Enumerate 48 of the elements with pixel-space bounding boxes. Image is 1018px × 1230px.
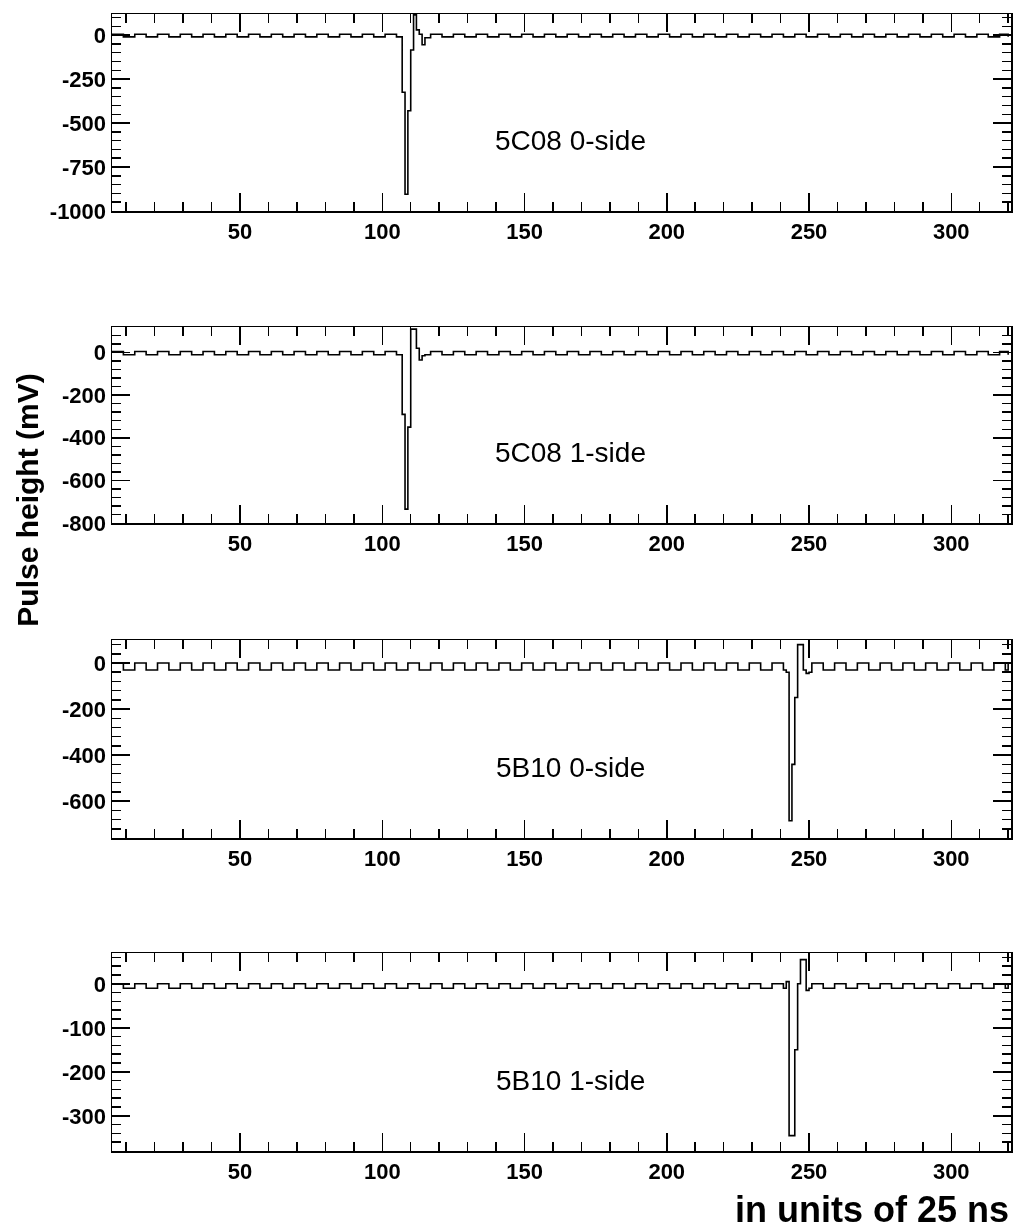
x-axis-title: in units of 25 ns <box>735 1189 1010 1230</box>
x-tick-label: 150 <box>506 530 543 556</box>
x-tick-label: 300 <box>932 845 970 871</box>
x-tick-label: 250 <box>790 845 828 871</box>
y-tick-label: 0 <box>93 22 107 48</box>
x-tick-label: 250 <box>790 1158 828 1184</box>
x-tick-label: 200 <box>648 845 686 871</box>
y-tick-label: -1000 <box>49 198 107 224</box>
x-tick-label: 50 <box>227 845 253 871</box>
y-tick-label: -750 <box>62 154 107 180</box>
y-tick-label: -300 <box>62 1103 107 1129</box>
y-tick-label: 0 <box>93 650 107 676</box>
annotation: 5C08 0-side <box>495 125 646 156</box>
x-tick-label: 150 <box>506 1158 543 1184</box>
y-tick-label: -200 <box>62 382 107 408</box>
y-tick-label: -100 <box>62 1015 107 1041</box>
y-tick-label: -200 <box>62 696 107 722</box>
y-tick-label: -200 <box>62 1059 107 1085</box>
x-tick-label: 150 <box>506 845 543 871</box>
y-tick-label: -400 <box>62 425 107 451</box>
y-tick-label: -500 <box>62 110 107 136</box>
y-tick-label: 0 <box>93 340 107 366</box>
annotation: 5B10 0-side <box>496 752 646 783</box>
x-tick-label: 200 <box>648 218 686 244</box>
x-tick-label: 50 <box>227 1158 253 1184</box>
x-tick-label: 100 <box>363 845 401 871</box>
x-tick-label: 100 <box>363 530 401 556</box>
y-tick-label: -600 <box>62 788 107 814</box>
x-tick-label: 300 <box>932 1158 970 1184</box>
annotation: 5C08 1-side <box>495 437 646 468</box>
y-tick-label: -400 <box>62 742 107 768</box>
y-tick-label: 0 <box>93 971 107 997</box>
x-tick-label: 50 <box>227 218 253 244</box>
annotation: 5B10 1-side <box>496 1065 646 1096</box>
y-axis-title: Pulse height (mV) <box>11 373 45 627</box>
y-tick-label: -250 <box>62 66 107 92</box>
x-tick-label: 250 <box>790 530 828 556</box>
x-tick-label: 150 <box>506 218 543 244</box>
x-tick-label: 200 <box>648 530 686 556</box>
x-tick-label: 200 <box>648 1158 686 1184</box>
x-tick-label: 250 <box>790 218 828 244</box>
x-tick-label: 100 <box>363 1158 401 1184</box>
x-tick-label: 300 <box>932 530 970 556</box>
x-tick-label: 100 <box>363 218 401 244</box>
x-tick-label: 300 <box>932 218 970 244</box>
y-tick-label: -800 <box>62 510 107 536</box>
y-tick-label: -600 <box>62 468 107 494</box>
x-tick-label: 50 <box>227 530 253 556</box>
